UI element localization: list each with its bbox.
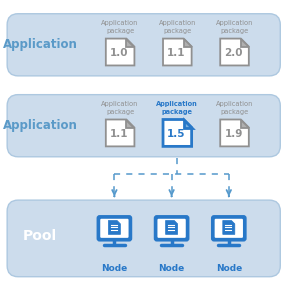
Polygon shape bbox=[241, 120, 249, 128]
Text: Application
package: Application package bbox=[102, 101, 139, 114]
FancyBboxPatch shape bbox=[7, 95, 280, 157]
Text: 2.0: 2.0 bbox=[225, 49, 243, 58]
Text: 1.5: 1.5 bbox=[167, 129, 186, 139]
Text: 1.1: 1.1 bbox=[167, 49, 186, 58]
Polygon shape bbox=[223, 221, 235, 234]
Polygon shape bbox=[184, 38, 192, 47]
Polygon shape bbox=[108, 221, 120, 234]
FancyBboxPatch shape bbox=[157, 219, 186, 238]
Polygon shape bbox=[126, 38, 134, 47]
Polygon shape bbox=[163, 38, 192, 66]
Polygon shape bbox=[241, 38, 249, 47]
Text: Application
package: Application package bbox=[159, 20, 196, 34]
Polygon shape bbox=[184, 120, 192, 128]
Text: Pool: Pool bbox=[23, 229, 57, 242]
FancyBboxPatch shape bbox=[212, 216, 245, 240]
Text: Application: Application bbox=[3, 38, 78, 51]
Text: 1.9: 1.9 bbox=[225, 129, 243, 139]
FancyBboxPatch shape bbox=[155, 216, 188, 240]
Text: Node: Node bbox=[216, 264, 242, 273]
Text: Application
package: Application package bbox=[216, 101, 253, 114]
Text: Application
package: Application package bbox=[216, 20, 253, 34]
Polygon shape bbox=[220, 38, 249, 66]
Text: Application: Application bbox=[3, 119, 78, 132]
Text: 1.0: 1.0 bbox=[110, 49, 128, 58]
FancyBboxPatch shape bbox=[98, 216, 131, 240]
Polygon shape bbox=[166, 221, 178, 234]
FancyBboxPatch shape bbox=[100, 219, 129, 238]
Polygon shape bbox=[163, 120, 192, 147]
FancyBboxPatch shape bbox=[214, 219, 243, 238]
FancyBboxPatch shape bbox=[7, 14, 280, 76]
Text: Application
package: Application package bbox=[156, 101, 198, 114]
Text: 1.1: 1.1 bbox=[110, 129, 128, 139]
Polygon shape bbox=[106, 38, 134, 66]
Text: Application
package: Application package bbox=[102, 20, 139, 34]
Polygon shape bbox=[106, 120, 134, 147]
Text: Node: Node bbox=[101, 264, 128, 273]
Polygon shape bbox=[126, 120, 134, 128]
Polygon shape bbox=[220, 120, 249, 147]
FancyBboxPatch shape bbox=[7, 200, 280, 277]
Text: Node: Node bbox=[158, 264, 185, 273]
